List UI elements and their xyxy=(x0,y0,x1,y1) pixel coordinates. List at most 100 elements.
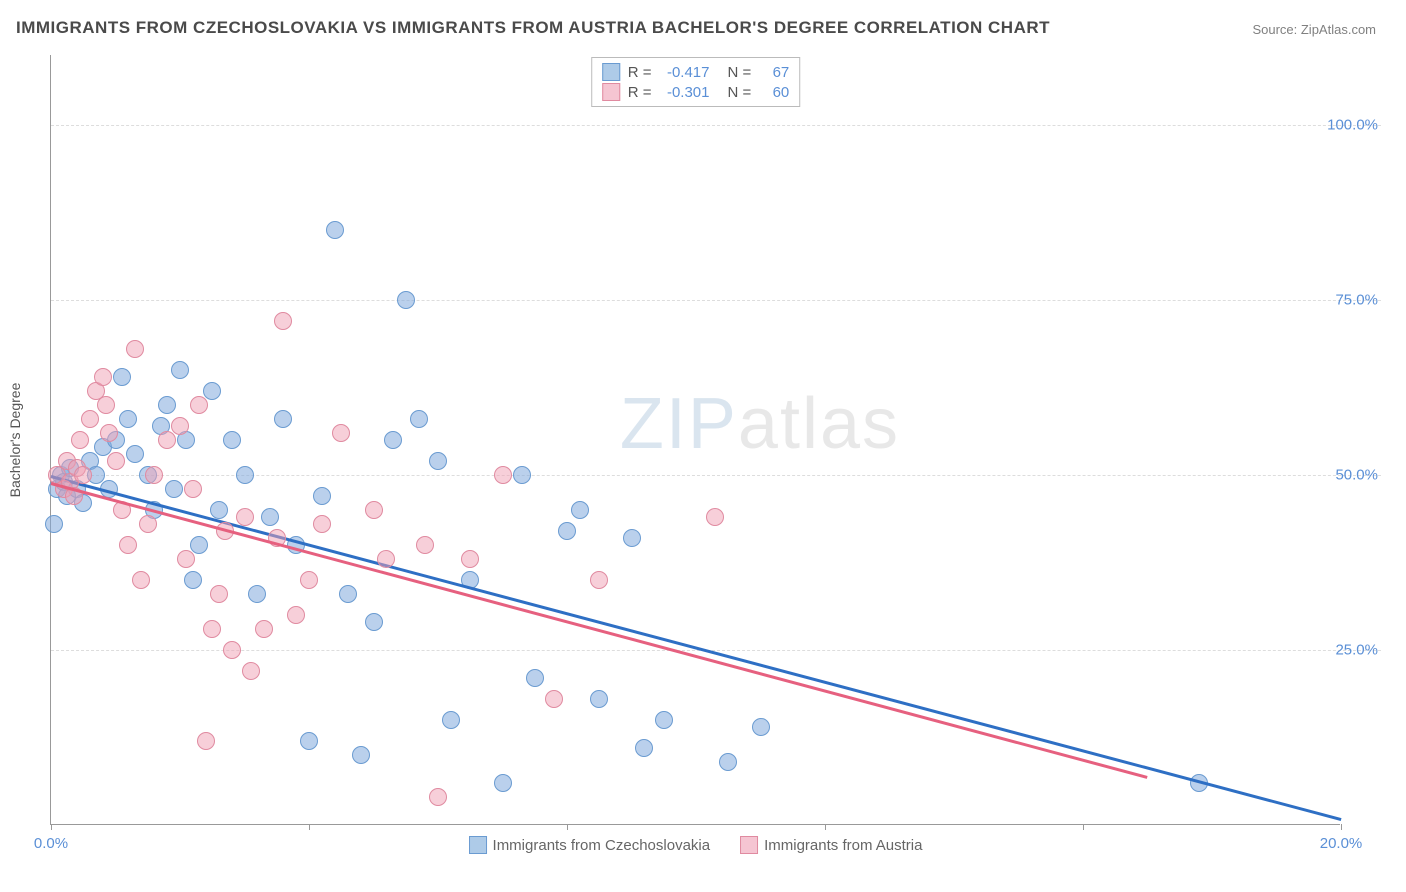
scatter-point xyxy=(45,515,63,533)
scatter-point xyxy=(242,662,260,680)
x-tick xyxy=(1083,824,1084,830)
scatter-point xyxy=(165,480,183,498)
legend-stats-box: R =-0.417N =67R =-0.301N =60 xyxy=(591,57,801,107)
scatter-point xyxy=(74,466,92,484)
legend-swatch xyxy=(602,83,620,101)
scatter-point xyxy=(223,641,241,659)
stat-r-value: -0.301 xyxy=(660,84,710,101)
chart-container: Bachelor's Degree ZIPatlas R =-0.417N =6… xyxy=(50,55,1380,825)
scatter-point xyxy=(107,452,125,470)
scatter-point xyxy=(384,431,402,449)
watermark-bold: ZIP xyxy=(620,384,738,464)
scatter-point xyxy=(513,466,531,484)
scatter-point xyxy=(190,396,208,414)
scatter-point xyxy=(326,221,344,239)
scatter-point xyxy=(623,529,641,547)
stat-r-value: -0.417 xyxy=(660,64,710,81)
scatter-point xyxy=(313,515,331,533)
stat-r-label: R = xyxy=(628,84,652,101)
x-tick xyxy=(567,824,568,830)
scatter-point xyxy=(177,550,195,568)
scatter-point xyxy=(119,410,137,428)
scatter-point xyxy=(526,669,544,687)
scatter-point xyxy=(416,536,434,554)
scatter-point xyxy=(158,396,176,414)
scatter-point xyxy=(377,550,395,568)
scatter-point xyxy=(274,410,292,428)
legend-swatch xyxy=(740,836,758,854)
legend-swatch xyxy=(602,63,620,81)
scatter-point xyxy=(590,571,608,589)
scatter-point xyxy=(197,732,215,750)
trend-line xyxy=(51,475,1342,820)
scatter-point xyxy=(635,739,653,757)
scatter-point xyxy=(97,396,115,414)
chart-title: IMMIGRANTS FROM CZECHOSLOVAKIA VS IMMIGR… xyxy=(16,18,1050,38)
scatter-point xyxy=(94,368,112,386)
legend-item: Immigrants from Austria xyxy=(740,836,922,854)
scatter-point xyxy=(210,585,228,603)
bottom-legend: Immigrants from Czechoslovakia Immigrants… xyxy=(469,836,923,854)
stat-n-value: 67 xyxy=(759,64,789,81)
legend-label: Immigrants from Austria xyxy=(764,837,922,854)
scatter-point xyxy=(261,508,279,526)
plot-area: ZIPatlas R =-0.417N =67R =-0.301N =60 Im… xyxy=(50,55,1340,825)
scatter-point xyxy=(339,585,357,603)
scatter-point xyxy=(139,515,157,533)
grid-line xyxy=(51,125,1381,126)
grid-line xyxy=(51,300,1381,301)
scatter-point xyxy=(332,424,350,442)
scatter-point xyxy=(210,501,228,519)
stat-n-value: 60 xyxy=(759,84,789,101)
scatter-point xyxy=(313,487,331,505)
scatter-point xyxy=(132,571,150,589)
scatter-point xyxy=(171,417,189,435)
scatter-point xyxy=(752,718,770,736)
x-tick xyxy=(1341,824,1342,830)
scatter-point xyxy=(190,536,208,554)
scatter-point xyxy=(184,571,202,589)
scatter-point xyxy=(255,620,273,638)
stat-n-label: N = xyxy=(728,64,752,81)
watermark: ZIPatlas xyxy=(620,383,900,465)
x-tick-label: 20.0% xyxy=(1320,835,1363,852)
scatter-point xyxy=(590,690,608,708)
scatter-point xyxy=(287,606,305,624)
legend-stats-row: R =-0.301N =60 xyxy=(602,82,790,102)
scatter-point xyxy=(71,431,89,449)
scatter-point xyxy=(429,452,447,470)
legend-item: Immigrants from Czechoslovakia xyxy=(469,836,711,854)
scatter-point xyxy=(248,585,266,603)
legend-label: Immigrants from Czechoslovakia xyxy=(493,837,711,854)
x-tick xyxy=(309,824,310,830)
scatter-point xyxy=(184,480,202,498)
scatter-point xyxy=(719,753,737,771)
scatter-point xyxy=(545,690,563,708)
scatter-point xyxy=(461,550,479,568)
scatter-point xyxy=(203,382,221,400)
scatter-point xyxy=(113,368,131,386)
scatter-point xyxy=(126,340,144,358)
scatter-point xyxy=(365,501,383,519)
y-tick-label: 75.0% xyxy=(1335,292,1378,309)
stat-r-label: R = xyxy=(628,64,652,81)
watermark-thin: atlas xyxy=(738,384,900,464)
scatter-point xyxy=(571,501,589,519)
scatter-point xyxy=(410,410,428,428)
legend-stats-row: R = -0.417 N = 67 xyxy=(602,62,790,82)
legend-swatch xyxy=(469,836,487,854)
scatter-point xyxy=(236,508,254,526)
x-tick-label: 0.0% xyxy=(34,835,68,852)
scatter-point xyxy=(494,774,512,792)
scatter-point xyxy=(158,431,176,449)
scatter-point xyxy=(126,445,144,463)
scatter-point xyxy=(145,466,163,484)
scatter-point xyxy=(274,312,292,330)
scatter-point xyxy=(300,732,318,750)
scatter-point xyxy=(300,571,318,589)
scatter-point xyxy=(236,466,254,484)
scatter-point xyxy=(100,424,118,442)
scatter-point xyxy=(171,361,189,379)
scatter-point xyxy=(429,788,447,806)
scatter-point xyxy=(655,711,673,729)
